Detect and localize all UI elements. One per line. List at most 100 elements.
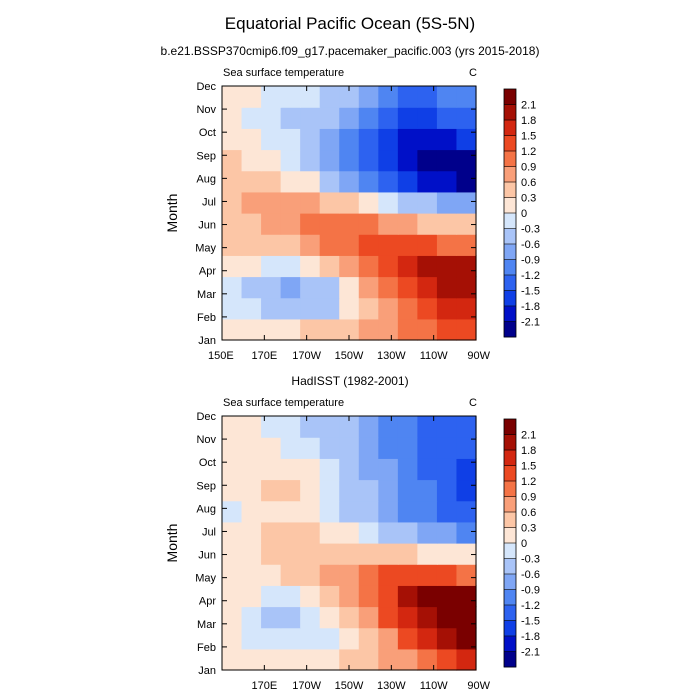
- colorbar-swatch: [504, 574, 516, 590]
- heatmap-cell: [280, 276, 301, 299]
- colorbar-label: -1.2: [521, 600, 540, 612]
- heatmap-cell: [280, 458, 301, 481]
- heatmap-cell: [280, 255, 301, 278]
- colorbar-label: 0.3: [521, 523, 536, 535]
- heatmap-cell: [358, 297, 379, 320]
- colorbar-swatch: [504, 419, 516, 435]
- heatmap-cell: [417, 479, 438, 502]
- heatmap-cell: [456, 297, 477, 320]
- heatmap-cell: [417, 416, 438, 438]
- heatmap-cell: [358, 627, 379, 650]
- heatmap-cell: [261, 606, 282, 629]
- y-tick-label: Oct: [199, 457, 216, 469]
- y-tick-label: Jul: [202, 196, 216, 208]
- colorbar-bottom: -2.1 -1.8 -1.5 -1.2 -0.9 -0.6 -0.3 0 0.3 0.6 0.9 1.…: [503, 418, 540, 668]
- heatmap-cell: [319, 458, 340, 481]
- heatmap-cell: [280, 318, 301, 341]
- x-tick-label: 110W: [420, 680, 449, 692]
- heatmap-cell: [456, 107, 477, 129]
- heatmap-cell: [456, 521, 477, 544]
- heatmap-cell: [456, 458, 477, 481]
- heatmap-cell: [397, 479, 418, 502]
- heatmap-cell: [456, 606, 477, 629]
- heatmap-cell: [339, 543, 360, 565]
- heatmap-cell: [241, 149, 262, 172]
- heatmap-cell: [261, 170, 282, 193]
- heatmap-cell: [456, 318, 477, 341]
- heatmap-cell: [397, 255, 418, 278]
- heatmap-cell: [436, 606, 458, 629]
- heatmap-cell: [456, 276, 477, 299]
- heatmap-cell: [261, 648, 282, 671]
- heatmap-cell: [241, 479, 262, 502]
- colorbar-swatch: [504, 496, 516, 513]
- heatmap-cell: [339, 627, 360, 650]
- heatmap-cell: [222, 606, 243, 629]
- heatmap-cell: [339, 318, 360, 341]
- heatmap-cell: [436, 191, 458, 214]
- y-tick-label: Apr: [199, 596, 216, 608]
- heatmap-cell: [378, 255, 399, 278]
- heatmap-cell: [222, 627, 243, 650]
- colorbar-swatch: [504, 259, 516, 276]
- panel-bottom-axes: Jan Feb Mar Apr May Jun Jul Aug Sep Oct Nov Dec 170E…: [195, 411, 490, 692]
- heatmap-cell: [280, 627, 301, 650]
- heatmap-cell: [261, 543, 282, 565]
- heatmap-cell: [300, 318, 321, 341]
- heatmap-cell: [436, 297, 458, 320]
- heatmap-cell: [319, 276, 340, 299]
- heatmap-cell: [222, 318, 243, 341]
- heatmap-cell: [261, 318, 282, 341]
- heatmap-cell: [456, 86, 477, 108]
- colorbar-swatch: [504, 151, 516, 167]
- heatmap-cell: [222, 416, 243, 438]
- heatmap-cell: [417, 521, 438, 544]
- colorbar-swatch: [504, 290, 516, 307]
- y-tick-label: Oct: [199, 127, 216, 139]
- colorbar-swatch: [504, 465, 516, 482]
- panel-top-heatmap: [222, 86, 477, 341]
- heatmap-cell: [222, 276, 243, 299]
- heatmap-cell: [378, 458, 399, 481]
- heatmap-cell: [358, 149, 379, 172]
- heatmap-cell: [241, 234, 262, 256]
- colorbar-label: -0.3: [521, 554, 540, 566]
- heatmap-cell: [358, 234, 379, 256]
- heatmap-cell: [261, 521, 282, 544]
- heatmap-cell: [222, 128, 243, 151]
- heatmap-cell: [241, 437, 262, 459]
- heatmap-cell: [261, 107, 282, 129]
- heatmap-cell: [300, 276, 321, 299]
- colorbar-swatch: [504, 197, 516, 214]
- heatmap-cell: [280, 128, 301, 151]
- y-tick-label: Dec: [196, 81, 216, 93]
- heatmap-cell: [300, 564, 321, 586]
- colorbar-label: -0.3: [521, 224, 540, 236]
- heatmap-cell: [436, 479, 458, 502]
- heatmap-cell: [436, 458, 458, 481]
- heatmap-cell: [261, 585, 282, 608]
- y-tick-label: Nov: [196, 104, 216, 116]
- colorbar-label: -2.1: [521, 317, 540, 329]
- heatmap-cell: [261, 564, 282, 586]
- x-tick-label: 90W: [467, 350, 490, 362]
- heatmap-cell: [241, 500, 262, 523]
- colorbar-label: 0.9: [521, 162, 536, 174]
- heatmap-cell: [397, 500, 418, 523]
- heatmap-cell: [378, 234, 399, 256]
- colorbar-label: 1.5: [521, 131, 536, 143]
- heatmap-cell: [397, 276, 418, 299]
- heatmap-cell: [397, 648, 418, 671]
- heatmap-cell: [378, 149, 399, 172]
- colorbar-swatch: [504, 651, 516, 668]
- heatmap-cell: [397, 564, 418, 586]
- colorbar-swatch: [504, 512, 516, 528]
- heatmap-cell: [339, 564, 360, 586]
- y-tick-label: Sep: [196, 150, 216, 162]
- x-tick-label: 150E: [208, 350, 234, 362]
- heatmap-cell: [417, 170, 438, 193]
- heatmap-cell: [280, 191, 301, 214]
- heatmap-cell: [417, 149, 438, 172]
- heatmap-cell: [397, 170, 418, 193]
- heatmap-cell: [378, 627, 399, 650]
